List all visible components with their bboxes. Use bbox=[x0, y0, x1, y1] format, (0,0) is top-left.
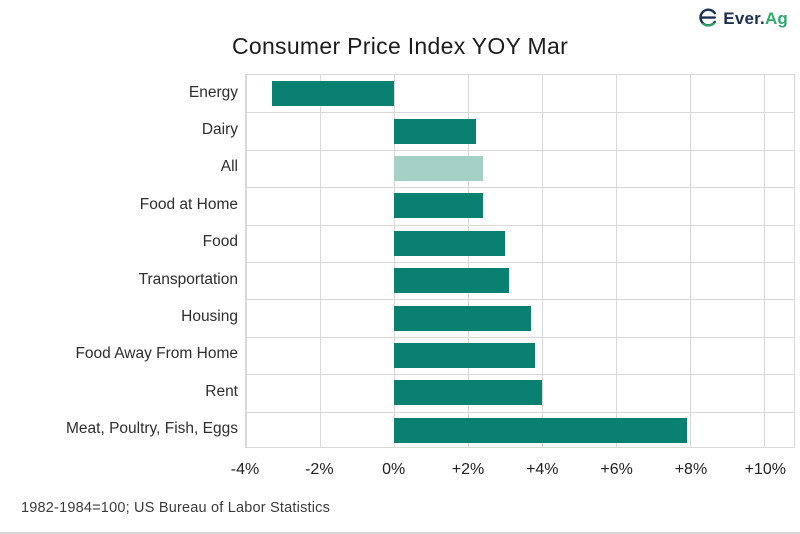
category-label: Transportation bbox=[138, 270, 238, 288]
gridline-horizontal bbox=[246, 411, 794, 413]
gridline-vertical bbox=[542, 75, 544, 447]
bar-food-away-from-home bbox=[394, 343, 535, 368]
bar-rent bbox=[394, 380, 543, 406]
category-label: Food bbox=[202, 233, 238, 251]
plot-area bbox=[245, 74, 795, 448]
bar-meat-poultry-fish-eggs bbox=[394, 417, 687, 443]
category-label: Rent bbox=[205, 382, 238, 400]
gridline-vertical bbox=[246, 75, 247, 447]
gridline-horizontal bbox=[246, 336, 794, 338]
bar-all bbox=[394, 156, 483, 181]
x-tick-label: +2% bbox=[451, 461, 485, 478]
gridline-vertical bbox=[320, 75, 322, 447]
logo-text-ag: Ag bbox=[764, 9, 788, 28]
bar-housing bbox=[394, 305, 532, 331]
gridline-vertical bbox=[394, 75, 396, 447]
ever-ag-e-icon bbox=[699, 8, 717, 27]
bar-food bbox=[394, 230, 506, 256]
source-note: 1982-1984=100; US Bureau of Labor Statis… bbox=[21, 500, 331, 516]
x-axis: -4% -2% 0% +2% +4% +6% +8% +10% bbox=[231, 448, 795, 482]
gridline-horizontal bbox=[246, 299, 794, 301]
x-tick-label: -2% bbox=[305, 461, 334, 478]
category-label: Food at Home bbox=[139, 195, 238, 213]
category-label: Energy bbox=[188, 83, 238, 101]
gridline-horizontal bbox=[246, 262, 794, 263]
gridline-horizontal bbox=[246, 149, 794, 151]
x-tick-label: -4% bbox=[230, 461, 260, 478]
gridline-horizontal bbox=[246, 187, 794, 189]
logo-text: Ever.Ag bbox=[723, 10, 788, 27]
gridline-horizontal bbox=[246, 224, 794, 226]
x-tick-label: +8% bbox=[674, 461, 708, 478]
ever-ag-logo: Ever.Ag bbox=[698, 8, 788, 29]
gridline-vertical bbox=[764, 75, 766, 447]
bar-dairy bbox=[394, 118, 476, 144]
category-label: Meat, Poultry, Fish, Eggs bbox=[66, 420, 238, 438]
bar-transportation bbox=[394, 268, 509, 294]
logo-text-ever: Ever. bbox=[723, 9, 765, 28]
x-tick-label: +10% bbox=[744, 461, 786, 478]
x-tick-label: 0% bbox=[382, 461, 406, 478]
gridline-vertical bbox=[468, 75, 470, 447]
gridline-horizontal bbox=[246, 374, 794, 376]
category-labels: Energy Dairy All Food at Home Food Transporta… bbox=[0, 74, 238, 448]
category-label: Housing bbox=[181, 308, 238, 326]
chart-title: Consumer Price Index YOY Mar bbox=[231, 33, 569, 59]
gridline-vertical bbox=[616, 75, 618, 447]
category-label: Dairy bbox=[201, 121, 238, 139]
category-label: All bbox=[220, 158, 238, 176]
category-label: Food Away From Home bbox=[75, 345, 238, 363]
bar-energy bbox=[271, 81, 395, 107]
bar-food-at-home bbox=[394, 193, 483, 219]
x-tick-label: +4% bbox=[526, 461, 559, 478]
x-tick-label: +6% bbox=[600, 461, 633, 478]
gridline-vertical bbox=[690, 75, 692, 447]
gridline-horizontal bbox=[246, 112, 794, 114]
